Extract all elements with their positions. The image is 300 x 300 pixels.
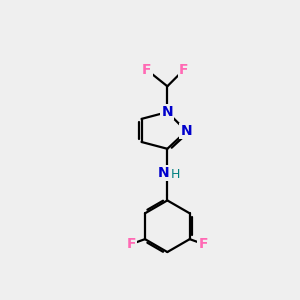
Text: F: F — [127, 237, 136, 251]
Text: N: N — [161, 105, 173, 119]
Text: F: F — [142, 63, 152, 77]
Text: F: F — [179, 63, 188, 77]
Text: F: F — [199, 237, 208, 251]
Text: N: N — [158, 166, 169, 180]
Text: N: N — [181, 124, 192, 138]
Text: H: H — [170, 168, 180, 181]
